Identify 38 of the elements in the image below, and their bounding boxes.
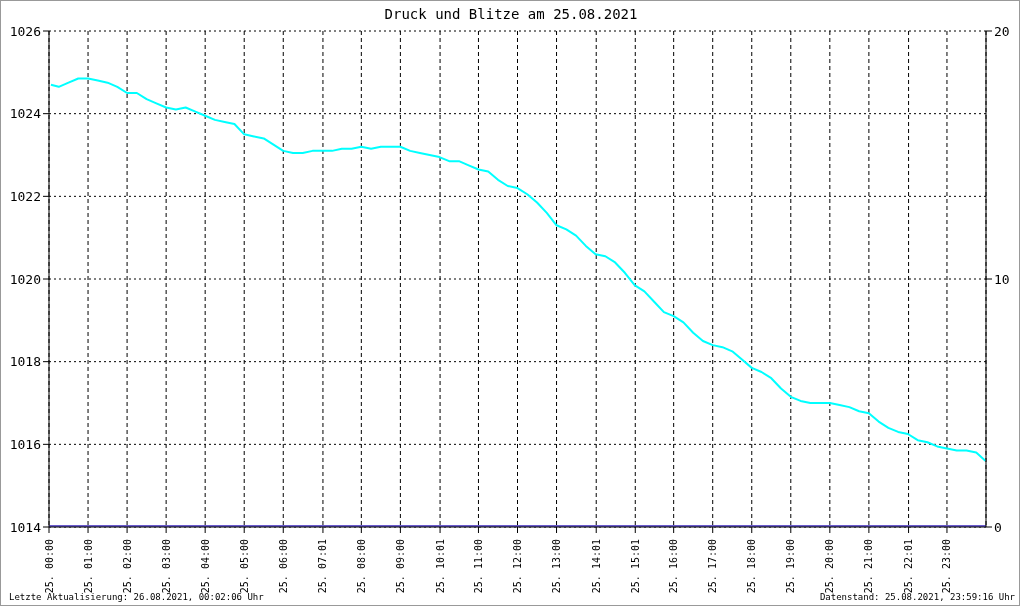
x-tick-label: 25. 15:01 [629, 539, 641, 594]
text: Letzte Aktualisierung: 26.08.2021, 00:02:06 Uhr [9, 592, 264, 602]
y-tick-label: 1024 [9, 106, 42, 122]
x-tick-label: 25. 01:00 [82, 539, 94, 594]
x-tick-label: 25. 10:01 [434, 539, 446, 594]
x-tick-label: 25. 22:01 [903, 539, 915, 594]
x-tick-label: 25. 17:00 [707, 539, 719, 594]
x-tick-label: 25. 04:00 [199, 539, 211, 594]
x-tick-label: 25. 02:00 [121, 539, 133, 594]
x-tick-label: 25. 06:00 [277, 539, 289, 594]
y2-tick-label: 20 [994, 23, 1010, 39]
x-tick-label: 25. 12:00 [512, 539, 523, 594]
y-tick-label: 1020 [9, 271, 41, 287]
x-tick-label: 25. 23:00 [941, 539, 953, 594]
text: Datenstand: 25.08.2021, 23:59:16 Uhr [819, 592, 1015, 602]
x-tick-label: 25. 09:00 [394, 539, 406, 594]
x-tick-label: 25. 13:00 [551, 539, 563, 594]
x-tick-label: 25. 03:00 [160, 539, 172, 594]
line-series [49, 77, 986, 462]
y2-tick-label: 0 [994, 519, 1002, 535]
x-tick-label: 25. 20:00 [824, 539, 836, 594]
x-tick-label: 25. 18:00 [746, 539, 758, 594]
y-tick-label: 1016 [9, 436, 41, 452]
x-tick-label: 25. 00:00 [43, 539, 55, 594]
y-tick-label: 1018 [9, 354, 41, 370]
x-tick-label: 25. 21:00 [863, 539, 875, 594]
x-tick-label: 25. 19:00 [785, 539, 797, 594]
x-tick-label: 25. 16:00 [668, 539, 680, 594]
x-tick-label: 25. 07:01 [317, 539, 329, 594]
x-tick-label: 25. 05:00 [238, 539, 250, 594]
x-tick-label: 25. 08:00 [355, 539, 367, 594]
y2-tick-label: 10 [994, 271, 1010, 287]
chart-title: Druck und Blitze am 25.08.2021 [384, 6, 638, 22]
x-tick-label: 25. 14:01 [590, 539, 602, 594]
y-tick-label: 1026 [9, 23, 41, 39]
y-tick-label: 1014 [9, 519, 42, 535]
x-tick-label: 25. 11:00 [472, 539, 484, 594]
y-tick-label: 1022 [9, 188, 41, 204]
